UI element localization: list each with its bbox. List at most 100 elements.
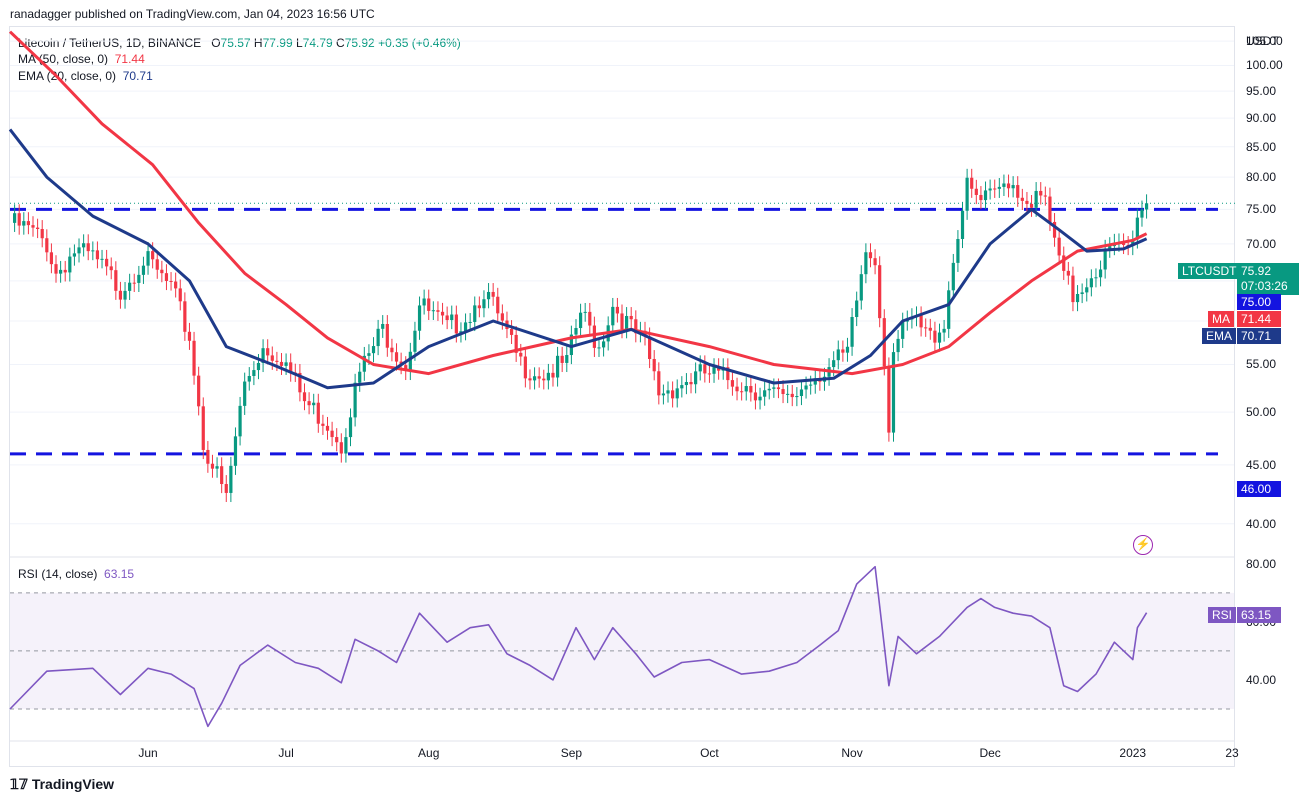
candle-body xyxy=(928,327,932,331)
ma-legend-value: 71.44 xyxy=(114,52,145,66)
candle-body xyxy=(620,313,624,330)
rsi-line xyxy=(9,565,1148,728)
candle-body xyxy=(86,243,90,252)
candle-body xyxy=(509,329,514,335)
candle-body xyxy=(951,262,955,291)
candle-body xyxy=(887,366,891,433)
price-tick-label: 40.00 xyxy=(1246,516,1277,531)
candle-body xyxy=(68,256,72,273)
close-value: 75.92 xyxy=(344,36,375,50)
candle-body xyxy=(1052,221,1057,238)
candle-body xyxy=(298,372,302,393)
ma-price-badge: 71.44 xyxy=(1237,311,1281,327)
candle-body xyxy=(141,265,146,275)
candle-body xyxy=(215,466,219,469)
candle-body xyxy=(960,210,965,239)
candle-body xyxy=(519,352,523,357)
candle-body xyxy=(440,311,445,316)
candle-body xyxy=(1103,248,1107,270)
candle-body xyxy=(965,177,969,211)
high-value: 77.99 xyxy=(262,36,293,50)
candle-body xyxy=(238,405,242,437)
candle-body xyxy=(1094,277,1098,279)
symbol-title[interactable]: Litecoin / TetherUS, 1D, BINANCE xyxy=(18,36,202,50)
candle-body xyxy=(611,306,615,326)
publisher-line: ranadagger published on TradingView.com,… xyxy=(10,7,375,21)
rsi-legend[interactable]: RSI (14, close) 63.15 xyxy=(18,567,134,581)
candle-body xyxy=(919,315,923,328)
time-tick-label: Aug xyxy=(418,746,440,760)
candle-body xyxy=(1071,275,1075,303)
candle-body xyxy=(947,290,951,329)
candle-body xyxy=(404,365,408,371)
candle-body xyxy=(13,213,17,223)
candle-body xyxy=(712,367,716,374)
candle-body xyxy=(555,355,560,378)
candle-body xyxy=(997,186,1001,189)
candle-body xyxy=(353,382,357,418)
candle-body xyxy=(151,251,155,260)
candle-body xyxy=(583,311,587,313)
candle-body xyxy=(1016,185,1020,198)
ema-legend[interactable]: EMA (20, close, 0) 70.71 xyxy=(18,69,153,83)
candle-body xyxy=(482,299,486,309)
candle-body xyxy=(390,347,394,353)
candle-body xyxy=(1062,255,1066,271)
candle-body xyxy=(335,437,339,443)
open-label: O xyxy=(211,36,221,50)
candle-body xyxy=(183,301,187,332)
candle-body xyxy=(302,392,307,402)
candle-body xyxy=(91,250,95,252)
candle-body xyxy=(551,372,555,378)
candle-body xyxy=(942,328,946,333)
candle-body xyxy=(229,465,233,493)
candle-body xyxy=(431,310,435,312)
candle-body xyxy=(1135,217,1139,240)
candle-body xyxy=(220,466,224,485)
candle-body xyxy=(1020,197,1024,201)
high-label: H xyxy=(253,36,263,50)
candle-body xyxy=(1131,239,1135,247)
candle-body xyxy=(684,381,689,386)
lightning-icon[interactable]: ⚡ xyxy=(1133,535,1153,555)
candle-body xyxy=(155,259,159,270)
candle-body xyxy=(1034,190,1038,208)
candle-body xyxy=(164,273,169,281)
candle-body xyxy=(776,387,781,390)
candle-body xyxy=(841,349,845,353)
candle-body xyxy=(109,266,113,271)
candle-body xyxy=(781,389,785,395)
candle-body xyxy=(174,281,178,289)
candle-body xyxy=(1002,183,1006,187)
candle-body xyxy=(206,449,210,464)
candle-body xyxy=(160,269,164,274)
candle-body xyxy=(270,355,274,361)
candle-body xyxy=(266,348,270,356)
candle-body xyxy=(192,340,196,376)
candle-body xyxy=(247,375,251,382)
candle-body xyxy=(22,221,26,226)
candle-body xyxy=(523,356,527,379)
candle-body xyxy=(450,314,454,321)
time-tick-label: Sep xyxy=(560,746,583,760)
price-tick-label: 95.00 xyxy=(1246,84,1277,99)
candle-body xyxy=(316,402,320,424)
candle-body xyxy=(261,348,265,363)
candle-body xyxy=(528,378,532,381)
candle-body xyxy=(864,252,868,275)
candle-body xyxy=(137,274,141,283)
candle-body xyxy=(749,386,753,393)
candle-body xyxy=(118,290,123,300)
candle-body xyxy=(123,290,127,300)
ma-tag-badge: MA xyxy=(1208,311,1234,327)
candle-body xyxy=(937,332,942,343)
candle-body xyxy=(1140,209,1144,218)
candle-body xyxy=(786,393,790,395)
candle-body xyxy=(873,258,877,266)
candle-body xyxy=(983,190,988,201)
time-tick-label: Jun xyxy=(138,746,158,760)
candle-body xyxy=(463,322,468,332)
candle-body xyxy=(703,364,707,374)
ema-20-line xyxy=(8,128,1148,390)
